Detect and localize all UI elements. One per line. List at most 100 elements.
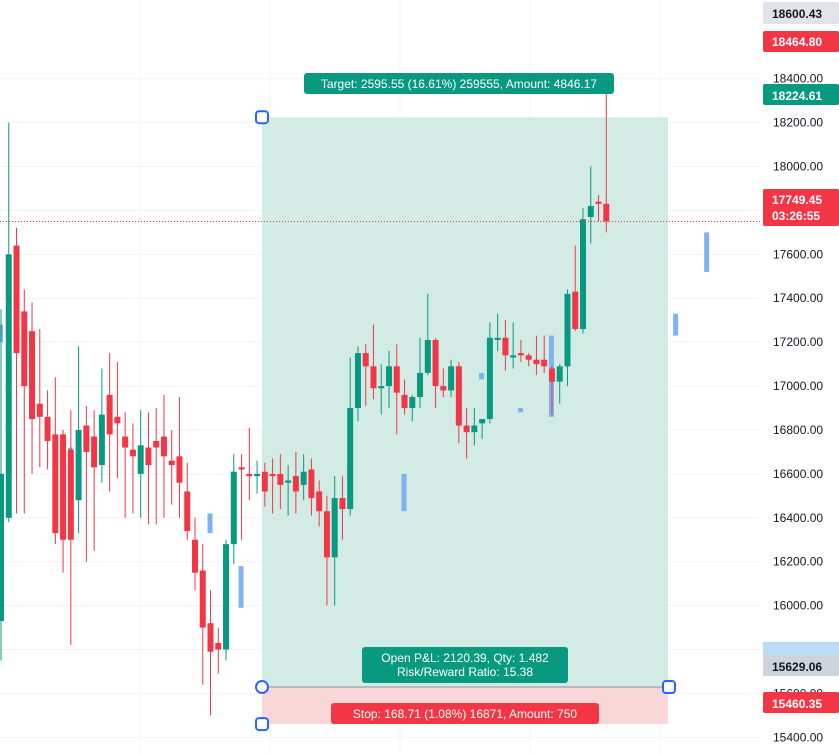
entry-price-text: 15629.06 [772,660,822,674]
candle [339,476,346,540]
target-handle[interactable] [255,110,269,125]
candle-body [0,473,4,621]
candle-body [13,245,20,354]
candle [91,410,98,551]
candle [13,227,20,514]
candle-body [354,353,361,409]
candle-body [230,471,237,545]
candle [215,627,222,674]
candle-body [199,570,206,628]
y-tick-label: 18000.00 [773,160,823,174]
y-tick-label: 16000.00 [773,599,823,613]
pnl-banner-bg [362,647,568,683]
candle-body [517,353,524,356]
profit-zone [262,117,668,688]
candle-body [401,394,408,409]
candle [323,495,330,606]
candle-body [21,311,28,387]
candle [230,454,237,564]
stop-banner-text: Stop: 168.71 (1.08%) 16871, Amount: 750 [353,707,577,721]
candle [207,590,214,716]
candle-body [378,386,385,389]
volume-mark [207,513,213,534]
candle [479,418,486,439]
candle [0,309,4,661]
candle-body [254,473,261,477]
candle-body [29,331,36,419]
candle [525,353,532,367]
candle [316,480,323,527]
target-price-box-bg [763,84,839,105]
candle-body [603,203,610,222]
candle-body [432,339,439,387]
candle [541,335,548,373]
max-price-box-bg [763,2,839,24]
candle [393,344,400,435]
candle-body [471,425,478,433]
candle [556,364,563,404]
candle [370,324,377,400]
candle-body [564,293,571,367]
candle-body [176,456,183,483]
candle-body [362,353,369,367]
width-handle[interactable] [662,680,676,695]
candle-body [486,337,493,419]
candle-body [91,436,98,468]
candle-body [323,511,330,558]
candle-body [52,434,59,534]
candle [153,408,160,525]
candle-body [370,366,377,389]
last-price-box: 17749.45 03:26:55 [763,189,839,226]
candle [572,245,579,332]
candle [137,410,144,518]
candle-body [533,359,540,365]
candle-body [510,355,517,358]
stop-handle[interactable] [255,717,269,732]
volume-mark [673,313,679,336]
last-price-text: 17749.45 [772,193,822,207]
candle [486,322,493,424]
candle-body [316,491,323,512]
candle [510,322,517,369]
target-price-text: 18224.61 [772,89,822,103]
countdown-text: 03:26:55 [772,209,820,223]
y-tick-label: 17600.00 [773,247,823,261]
candle-body [580,219,586,329]
candle-body [572,291,579,329]
entry-handle[interactable] [255,680,269,695]
target-banner-bg [304,73,614,94]
candle-body [339,498,346,510]
candle [83,405,90,562]
y-tick-label: 16200.00 [773,555,823,569]
entry-price-box-main [763,655,839,676]
candle-body [98,414,105,466]
position-handles[interactable] [255,110,676,732]
candle [300,454,307,501]
stop-banner: Stop: 168.71 (1.08%) 16871, Amount: 750 [331,703,599,724]
volume-mark [704,232,710,272]
candle [29,302,36,474]
high-price-box-bg [763,31,839,52]
candle [424,293,431,376]
y-tick-label: 16400.00 [773,511,823,525]
candle-body [285,480,292,483]
max-price-box: 18600.43 [763,2,839,24]
candle [269,458,276,514]
target-price-box: 18224.61 [763,84,839,105]
entry-price-box: 15629.06 [763,642,839,676]
candle-body [215,642,222,650]
candle-body [129,449,136,457]
candle-body [393,366,400,393]
y-tick-label: 17000.00 [773,379,823,393]
candle [75,346,82,534]
candle-body [300,471,307,485]
candle [254,460,261,494]
candle [494,313,501,351]
candle [98,368,105,483]
target-banner: Target: 2595.55 (16.61%) 259555, Amount:… [304,73,614,94]
candle-body [223,544,230,650]
candle [417,337,424,409]
candle [114,361,121,479]
